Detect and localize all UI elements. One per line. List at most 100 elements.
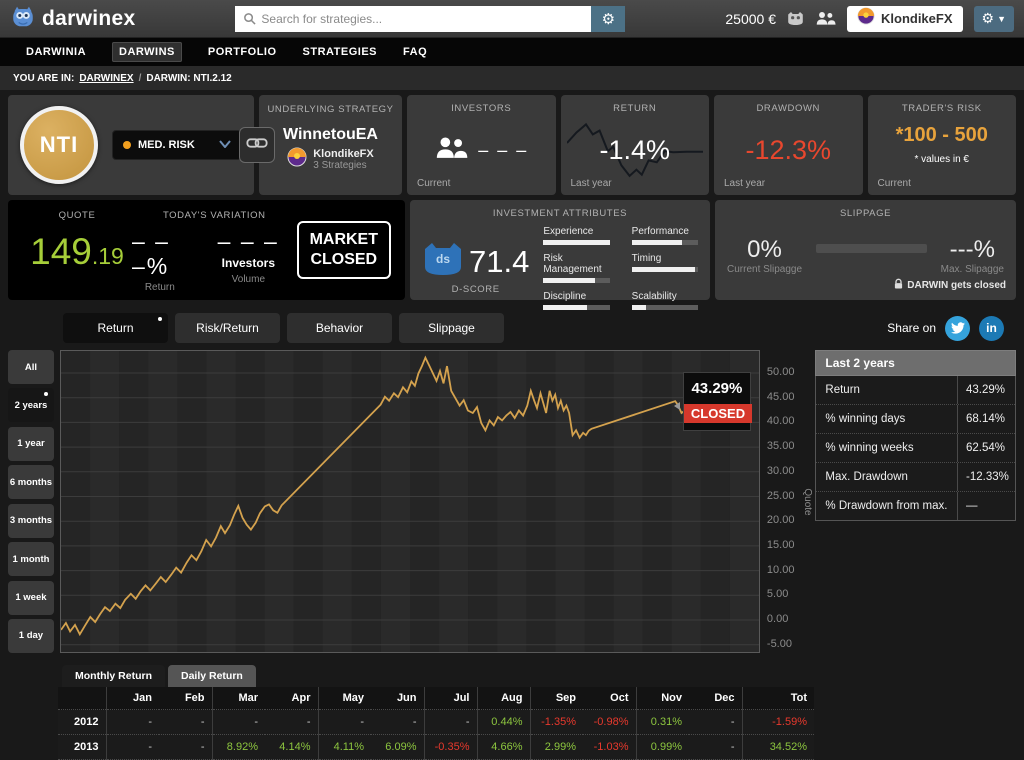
attribute-bar-fill: [631, 267, 696, 272]
breadcrumb-link-darwinex[interactable]: DARWINEX: [79, 72, 134, 84]
value-cell: -: [318, 709, 371, 735]
nav-item-strategies[interactable]: STRATEGIES: [302, 46, 378, 58]
nav-item-portfolio[interactable]: PORTFOLIO: [207, 46, 277, 58]
search-box: ⚙: [235, 5, 626, 32]
search-icon: [244, 12, 257, 25]
return-line-series: [60, 355, 699, 637]
community-icon[interactable]: [815, 11, 836, 26]
risk-level-select[interactable]: MED. RISK: [112, 130, 242, 160]
slippage-note: DARWIN gets closed: [907, 280, 1006, 291]
card-title: RETURN: [613, 103, 657, 114]
card-title: INVESTMENT ATTRIBUTES: [492, 208, 628, 219]
return-chart[interactable]: 43.29% CLOSED: [59, 350, 760, 653]
stats-label: Max. Drawdown: [825, 471, 908, 483]
stats-value: —: [957, 492, 1015, 520]
search-input[interactable]: [235, 5, 592, 32]
tab-daily-return[interactable]: Daily Return: [168, 665, 256, 687]
strategy-name[interactable]: WinnetouEA: [283, 126, 378, 143]
current-slippage-label: Current Slipagge: [727, 264, 803, 275]
top-bar: darwinex ⚙ 25000 € KlondikeFX ⚙▼: [0, 0, 1024, 38]
range-1-year[interactable]: 1 year: [8, 426, 54, 461]
attribute-label: Timing: [631, 253, 662, 264]
nav-item-darwins[interactable]: DARWINS: [112, 42, 182, 62]
attribute-risk-management: Risk Management: [543, 253, 610, 283]
breadcrumb-prefix: YOU ARE IN:: [13, 72, 75, 84]
tab-risk-return[interactable]: Risk/Return: [175, 313, 280, 343]
drawdown-value: -12.3%: [745, 135, 832, 165]
y-axis-tick: 30.00: [766, 464, 795, 477]
value-cell: -: [106, 709, 159, 735]
column-header-jun: Jun: [371, 687, 425, 710]
stats-value: -12.33%: [957, 463, 1015, 491]
svg-text:ds: ds: [436, 252, 450, 266]
stats-label: % winning weeks: [825, 442, 914, 454]
share-linkedin-button[interactable]: in: [979, 315, 1004, 341]
search-settings-button[interactable]: ⚙: [591, 5, 626, 32]
link-strategy-button[interactable]: [239, 127, 275, 163]
tab-behavior[interactable]: Behavior: [287, 313, 392, 343]
breadcrumb-current: DARWIN: NTI.2.12: [146, 72, 232, 84]
column-header-oct: Oct: [583, 687, 637, 710]
main-nav: DARWINIA DARWINS PORTFOLIO STRATEGIES FAQ: [0, 38, 1024, 66]
owl-logo-icon: [10, 3, 36, 34]
investors-icon: [434, 136, 468, 165]
user-account-button[interactable]: KlondikeFX: [847, 5, 963, 32]
range-1-month[interactable]: 1 month: [8, 542, 54, 577]
range-2-years[interactable]: 2 years: [8, 388, 54, 423]
tab-monthly-return[interactable]: Monthly Return: [62, 665, 165, 687]
value-cell: -: [159, 709, 213, 735]
stats-row-max-drawdown: Max. Drawdown -12.33%: [816, 462, 1015, 491]
attribute-experience: Experience: [543, 226, 610, 245]
card-title: SLIPPAGE: [839, 208, 892, 219]
attribute-bar: [543, 240, 610, 245]
value-cell: -: [689, 709, 743, 735]
linkedin-icon: in: [986, 321, 997, 335]
column-header-sep: Sep: [530, 687, 583, 710]
active-dot-icon: [158, 317, 162, 321]
card-footer: Current: [417, 178, 451, 189]
share-twitter-button[interactable]: [945, 315, 970, 341]
tooltip-return-value: 43.29%: [691, 380, 743, 397]
tab-slippage[interactable]: Slippage: [399, 313, 504, 343]
settings-menu-button[interactable]: ⚙ ▼: [973, 5, 1014, 32]
range-all[interactable]: All: [8, 350, 54, 384]
nav-item-darwinia[interactable]: DARWINIA: [26, 46, 87, 58]
user-name: KlondikeFX: [881, 11, 953, 26]
attribute-bar-fill: [543, 278, 596, 283]
year-cell: 2012: [58, 709, 107, 735]
range-1-day[interactable]: 1 day: [8, 618, 54, 653]
variation-return-value: – – –%: [132, 228, 170, 280]
tab-return[interactable]: Return: [63, 313, 168, 343]
attribute-bar: [543, 278, 610, 283]
trader-name[interactable]: KlondikeFX: [313, 148, 374, 160]
attribute-bar-fill: [631, 305, 647, 310]
darwin-owl-icon[interactable]: [787, 11, 804, 26]
user-avatar: [857, 7, 875, 30]
variation-investors-value: – – –: [217, 228, 279, 254]
range-6-months[interactable]: 6 months: [8, 465, 54, 500]
attribute-bar: [631, 267, 698, 272]
twitter-icon: [950, 322, 965, 334]
stats-row-winning-days: % winning days 68.14%: [816, 404, 1015, 433]
variation-investors-label: Investors: [221, 256, 276, 271]
return-value: -1.4%: [599, 135, 671, 165]
investors-value: – – –: [478, 140, 529, 160]
card-title: UNDERLYING STRATEGY: [267, 104, 394, 115]
attribute-timing: Timing: [631, 253, 698, 283]
attribute-bar-fill: [631, 240, 683, 245]
market-status-button[interactable]: MARKET CLOSED: [296, 221, 391, 279]
range-3-months[interactable]: 3 months: [8, 503, 54, 538]
value-cell: 0.31%: [636, 709, 689, 735]
risk-level-label: MED. RISK: [138, 139, 195, 151]
max-slippage-label: Max. Slipagge: [940, 264, 1004, 275]
trader-avatar: [287, 147, 307, 172]
slippage-card: SLIPPAGE 0% Current Slipagge ---% Max. S…: [715, 200, 1016, 300]
darwinex-logo[interactable]: darwinex: [10, 3, 135, 34]
value-cell: -: [212, 709, 265, 735]
chart-tooltip: 43.29% CLOSED: [682, 372, 753, 431]
card-footer: Last year: [724, 178, 766, 189]
nav-item-faq[interactable]: FAQ: [403, 46, 428, 58]
range-1-week[interactable]: 1 week: [8, 580, 54, 615]
investment-attributes-card: INVESTMENT ATTRIBUTES ds 71.4 D-SCORE Ex…: [410, 200, 710, 310]
column-header-jan: Jan: [106, 687, 159, 710]
